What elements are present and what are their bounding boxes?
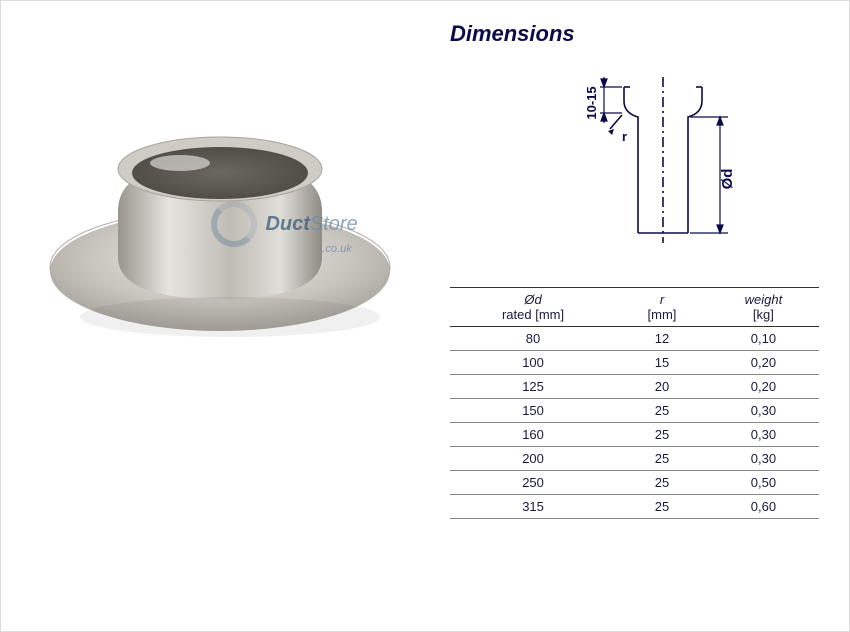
table-cell: 25 xyxy=(616,399,708,423)
table-cell: 315 xyxy=(450,495,616,519)
dimensions-table-head: Ødrated [mm]r[mm]weight[kg] xyxy=(450,288,819,327)
table-cell: 25 xyxy=(616,423,708,447)
table-row: 200250,30 xyxy=(450,447,819,471)
table-cell: 12 xyxy=(616,327,708,351)
diagram-diameter-label: Ød xyxy=(719,169,736,190)
dimensions-table: Ødrated [mm]r[mm]weight[kg] 80120,101001… xyxy=(450,287,819,519)
table-row: 125200,20 xyxy=(450,375,819,399)
table-cell: 15 xyxy=(616,351,708,375)
table-cell: 25 xyxy=(616,471,708,495)
table-row: 160250,30 xyxy=(450,423,819,447)
table-cell: 160 xyxy=(450,423,616,447)
table-header-line2: [kg] xyxy=(714,307,813,322)
dimensions-panel: Dimensions xyxy=(440,1,849,631)
table-row: 150250,30 xyxy=(450,399,819,423)
table-cell: 0,20 xyxy=(708,351,819,375)
table-cell: 0,30 xyxy=(708,399,819,423)
product-image-panel: DuctStore .co.uk xyxy=(1,1,440,631)
table-header-line1: r xyxy=(622,292,702,307)
table-header-line2: [mm] xyxy=(622,307,702,322)
table-row: 100150,20 xyxy=(450,351,819,375)
table-header-col-0: Ødrated [mm] xyxy=(450,288,616,327)
table-cell: 80 xyxy=(450,327,616,351)
table-cell: 25 xyxy=(616,447,708,471)
dimensions-table-body: 80120,10100150,20125200,20150250,3016025… xyxy=(450,327,819,519)
table-header-line1: Ød xyxy=(456,292,610,307)
table-cell: 0,60 xyxy=(708,495,819,519)
table-cell: 100 xyxy=(450,351,616,375)
diagram-height-label: 10-15 xyxy=(584,86,599,119)
table-cell: 200 xyxy=(450,447,616,471)
table-header-col-2: weight[kg] xyxy=(708,288,819,327)
product-flange-illustration xyxy=(30,61,410,361)
diagram-radius-label: r xyxy=(622,129,627,144)
table-cell: 25 xyxy=(616,495,708,519)
table-row: 80120,10 xyxy=(450,327,819,351)
table-cell: 0,50 xyxy=(708,471,819,495)
table-header-line1: weight xyxy=(714,292,813,307)
dimensions-title: Dimensions xyxy=(450,21,819,47)
table-header-line2: rated [mm] xyxy=(456,307,610,322)
table-cell: 0,30 xyxy=(708,423,819,447)
table-cell: 125 xyxy=(450,375,616,399)
table-cell: 0,10 xyxy=(708,327,819,351)
table-cell: 250 xyxy=(450,471,616,495)
table-row: 315250,60 xyxy=(450,495,819,519)
table-cell: 20 xyxy=(616,375,708,399)
technical-diagram: 10-15 Ød r xyxy=(450,57,819,287)
table-row: 250250,50 xyxy=(450,471,819,495)
table-cell: 0,20 xyxy=(708,375,819,399)
table-header-col-1: r[mm] xyxy=(616,288,708,327)
page-container: DuctStore .co.uk Dimensions xyxy=(1,1,849,631)
table-cell: 0,30 xyxy=(708,447,819,471)
table-cell: 150 xyxy=(450,399,616,423)
